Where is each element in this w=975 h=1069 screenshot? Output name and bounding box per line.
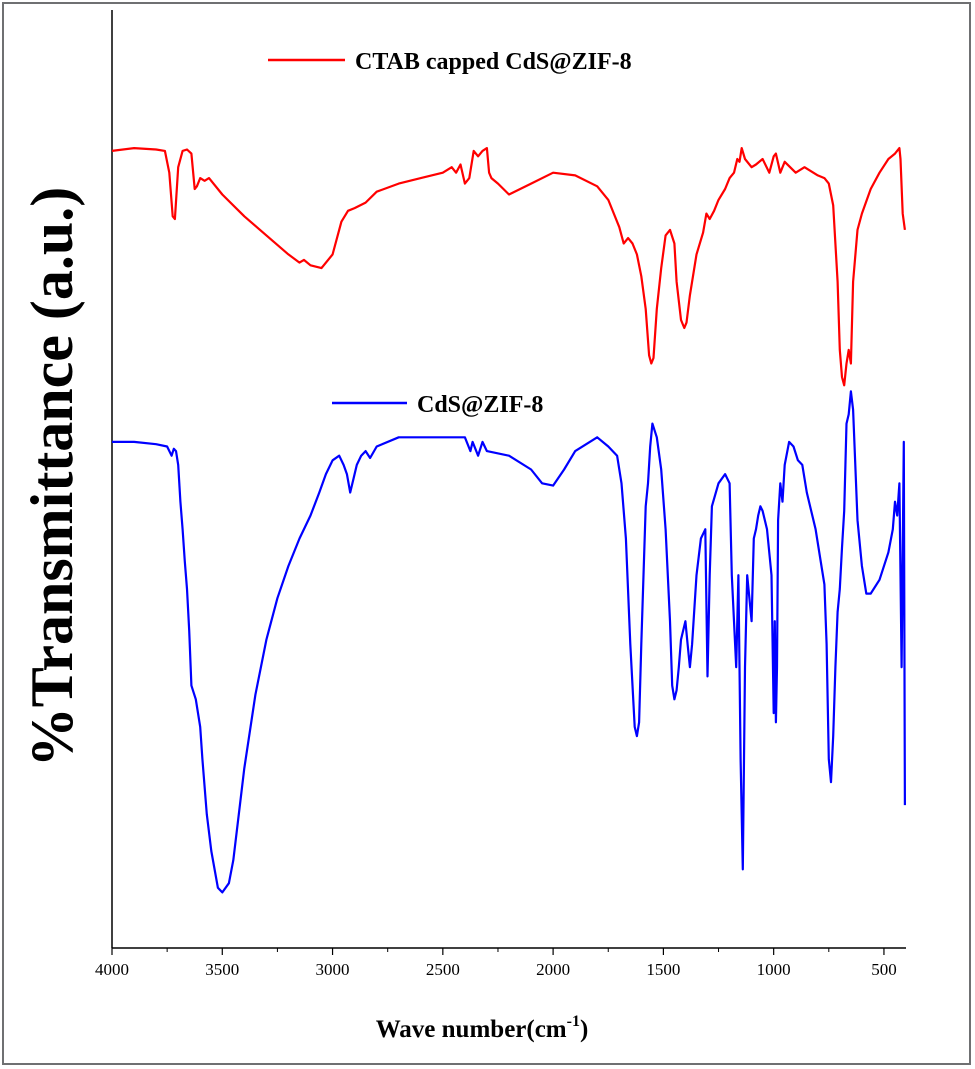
x-tick-label: 1500 [646,960,680,979]
x-tick-label: 2000 [536,960,570,979]
legend: CTAB capped CdS@ZIF-8 CdS@ZIF-8 [268,49,632,418]
series-line-1 [112,390,906,894]
x-tick-label: 3000 [316,960,350,979]
x-axis-title-close: ) [580,1016,588,1043]
legend-label-0: CTAB capped CdS@ZIF-8 [355,49,632,75]
x-tick-label: 3500 [205,960,239,979]
x-tick-label: 1000 [757,960,791,979]
curves [111,147,906,894]
x-ticks: 4000 3500 3000 2500 2000 1500 1000 500 [95,948,897,979]
y-axis-title: %Transmittance (a.u.) [19,187,85,768]
axes [111,10,906,949]
series-line-0 [111,147,906,387]
x-tick-label: 4000 [95,960,129,979]
x-axis-title: Wave number(cm-1) [376,1013,589,1043]
legend-label-1: CdS@ZIF-8 [417,392,543,418]
x-axis-title-superscript: -1 [567,1013,580,1030]
x-tick-label: 500 [871,960,897,979]
x-tick-label: 2500 [426,960,460,979]
